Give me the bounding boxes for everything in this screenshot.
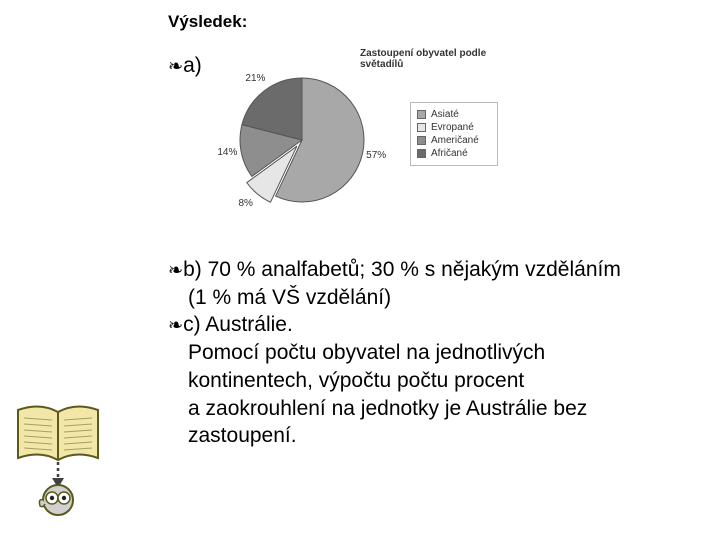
- bullet-c-line: c) Austrálie.: [183, 313, 293, 336]
- legend-label: Evropané: [431, 122, 474, 133]
- bullet-c-p2: kontinentech, výpočtu počtu procent: [188, 369, 524, 392]
- bullet-a-label: a): [183, 54, 202, 77]
- legend-label: Američané: [431, 135, 479, 146]
- pie-chart-panel: Zastoupení obyvatel podle světadílů Asia…: [210, 44, 510, 229]
- chart-legend: Asiaté Evropané Američané Afričané: [410, 102, 498, 166]
- pie-chart: [232, 70, 382, 220]
- section-heading: Výsledek:: [168, 12, 247, 32]
- bullet-c-p4: zastoupení.: [188, 424, 297, 447]
- pie-label: 8%: [238, 198, 252, 209]
- book-reader-icon: [10, 400, 106, 520]
- bullet-c-p3: a zaokrouhlení na jednotky je Austrálie …: [188, 397, 587, 420]
- legend-swatch: [417, 123, 426, 132]
- answer-text: ❧b) 70 % analfabetů; 30 % s nějakým vzdě…: [168, 256, 660, 450]
- legend-item: Evropané: [417, 122, 491, 133]
- legend-swatch: [417, 136, 426, 145]
- legend-label: Afričané: [431, 148, 468, 159]
- bullet-glyph: ❧: [168, 56, 183, 76]
- legend-item: Asiaté: [417, 109, 491, 120]
- pie-label: 57%: [366, 150, 386, 161]
- legend-label: Asiaté: [431, 109, 459, 120]
- pie-label: 21%: [245, 73, 265, 84]
- legend-swatch: [417, 149, 426, 158]
- bullet-glyph: ❧: [168, 315, 183, 335]
- legend-item: Američané: [417, 135, 491, 146]
- bullet-c-p1: Pomocí počtu obyvatel na jednotlivých: [188, 341, 545, 364]
- bullet-glyph: ❧: [168, 260, 183, 280]
- pie-label: 14%: [217, 147, 237, 158]
- bullet-b-line: b) 70 % analfabetů; 30 % s nějakým vzděl…: [183, 258, 621, 281]
- bullet-b-sub: (1 % má VŠ vzdělání): [188, 286, 391, 309]
- chart-title: Zastoupení obyvatel podle světadílů: [360, 48, 510, 70]
- legend-swatch: [417, 110, 426, 119]
- bullet-a: ❧a): [168, 54, 202, 78]
- legend-item: Afričané: [417, 148, 491, 159]
